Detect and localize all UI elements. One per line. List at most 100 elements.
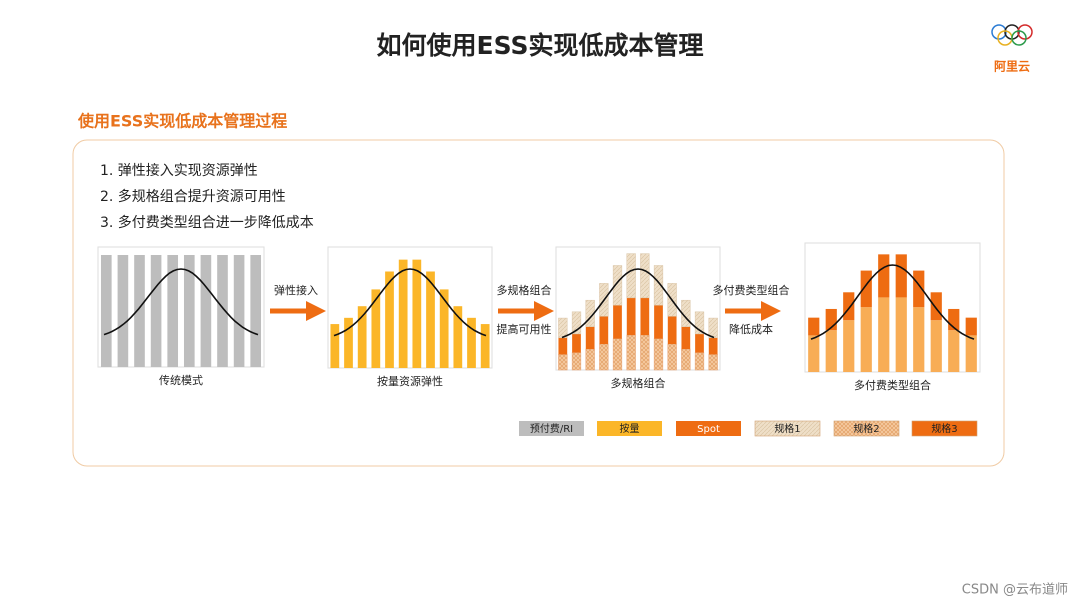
legend-label: 规格1 — [774, 422, 800, 435]
bar — [233, 255, 245, 367]
bar-seg — [667, 343, 677, 371]
bar — [439, 289, 449, 368]
watermark: CSDN @云布道师 — [962, 583, 1068, 598]
step: 3. 多付费类型组合进一步降低成本 — [100, 214, 314, 231]
arrow-label: 提高可用性 — [497, 322, 552, 336]
bar-seg — [878, 254, 890, 298]
subtitle: 使用ESS实现低成本管理过程 — [77, 112, 287, 131]
arrow-label: 降低成本 — [729, 322, 773, 336]
curve — [333, 268, 487, 337]
bar-seg — [640, 334, 650, 371]
bar-seg — [572, 333, 581, 353]
panel-caption: 多付费类型组合 — [854, 378, 931, 392]
legend-label: Spot — [697, 424, 720, 435]
bar-seg — [667, 316, 677, 345]
bar — [217, 255, 228, 367]
arrow-label: 多规格组合 — [497, 283, 552, 297]
bar-seg — [694, 311, 705, 335]
bar-seg — [626, 297, 636, 336]
bar — [480, 324, 490, 368]
bar-seg — [558, 337, 568, 355]
bar — [183, 255, 195, 367]
logo-text: 阿里云 — [994, 59, 1030, 74]
bar-seg — [878, 297, 890, 372]
bar-seg — [640, 253, 650, 299]
bar-seg — [654, 305, 663, 339]
bar — [371, 289, 381, 368]
bar-seg — [843, 292, 855, 321]
bar — [385, 271, 394, 368]
bar — [150, 255, 162, 367]
bar-seg — [612, 338, 623, 371]
bar — [167, 255, 179, 367]
logo: 阿里云 — [991, 24, 1033, 74]
bar-seg — [708, 337, 718, 355]
bar-seg — [613, 305, 622, 339]
bar — [467, 317, 476, 368]
legend-label: 预付费/RI — [530, 422, 573, 435]
bar — [357, 306, 367, 368]
bar — [398, 259, 408, 368]
bar-seg — [843, 320, 855, 372]
legend-swatch — [833, 420, 900, 437]
bar-seg — [653, 265, 664, 306]
legend-label: 按量 — [620, 422, 640, 435]
bar-seg — [913, 270, 925, 308]
legend-swatch — [597, 421, 662, 436]
bar-seg — [640, 297, 650, 336]
bar-seg — [860, 270, 872, 308]
bar — [330, 324, 340, 368]
panel-caption: 按量资源弹性 — [377, 374, 443, 388]
bar-seg — [948, 308, 960, 331]
step: 2. 多规格组合提升资源可用性 — [100, 188, 286, 205]
bar-seg — [895, 297, 907, 372]
legend-swatch — [911, 420, 978, 437]
bar-seg — [585, 348, 595, 371]
legend-label: 规格3 — [931, 422, 957, 435]
bar-seg — [825, 330, 837, 372]
bar — [134, 255, 145, 367]
legend-swatch — [519, 421, 584, 436]
bar-seg — [612, 265, 623, 306]
bar — [250, 255, 262, 367]
bar-seg — [808, 335, 820, 372]
content-box — [72, 139, 1005, 467]
bar-seg — [965, 335, 977, 372]
legend-swatch — [754, 420, 821, 437]
bar-seg — [681, 326, 691, 350]
bar-seg — [585, 326, 595, 350]
bar-seg — [558, 354, 568, 371]
curve — [810, 264, 975, 340]
bar — [200, 255, 212, 367]
title: 如何使用ESS实现低成本管理 — [377, 31, 704, 60]
panel-frame — [327, 246, 493, 369]
bar-seg — [965, 317, 977, 336]
bar-seg — [930, 320, 942, 372]
arrow-label: 多付费类型组合 — [713, 283, 790, 297]
bar-seg — [860, 307, 872, 372]
bar-seg — [599, 316, 609, 345]
bar — [426, 271, 435, 368]
bar — [412, 259, 422, 368]
bar-seg — [558, 317, 568, 339]
legend-label: 规格2 — [853, 422, 879, 435]
bar-seg — [913, 307, 925, 372]
panel-caption: 传统模式 — [159, 374, 203, 387]
bar-seg — [948, 330, 960, 372]
bar — [117, 255, 129, 367]
bar-seg — [626, 334, 636, 371]
legend-swatch — [676, 421, 741, 436]
bar-seg — [930, 292, 942, 321]
bar-seg — [653, 338, 664, 371]
bar — [453, 306, 463, 368]
bar-seg — [825, 308, 837, 331]
bar-seg — [571, 352, 582, 371]
panel-caption: 多规格组合 — [611, 376, 666, 390]
bar-seg — [708, 354, 718, 371]
bar-seg — [708, 317, 718, 339]
bar-seg — [599, 343, 609, 371]
bar-seg — [681, 348, 691, 371]
bar-seg — [626, 253, 636, 299]
bar-seg — [895, 254, 907, 298]
